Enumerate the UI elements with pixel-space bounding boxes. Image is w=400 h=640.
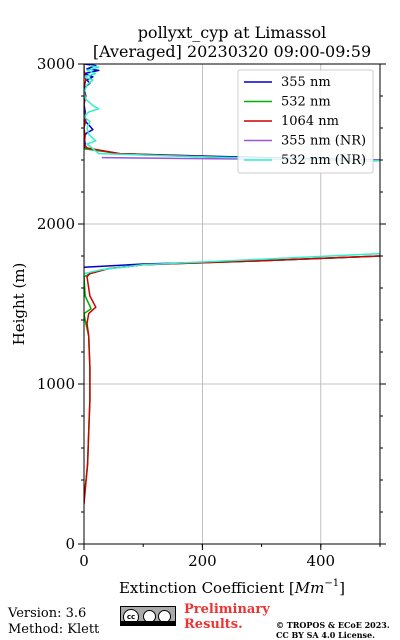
legend: 355 nm 532 nm 1064 nm 355 nm (NR) 532 nm (NR… bbox=[237, 69, 374, 174]
y-tick-label: 2000 bbox=[37, 215, 75, 233]
cc-by-sa-badge-icon: cc bbox=[120, 606, 176, 626]
chart-subtitle: [Averaged] 20230320 09:00-09:59 bbox=[93, 42, 371, 61]
x-tick-label: 0 bbox=[79, 552, 89, 570]
legend-label-4: 355 nm (NR) bbox=[281, 134, 366, 149]
preliminary-line-2: Results. bbox=[184, 617, 243, 632]
copyright-label: © TROPOS & ECoE 2023. CC BY SA 4.0 Licen… bbox=[276, 620, 390, 640]
copyright-line-1: © TROPOS & ECoE 2023. bbox=[276, 620, 390, 630]
x-tick-label: 200 bbox=[188, 552, 217, 570]
axis-ticks: 0 200 400 0 1000 2000 3000 bbox=[37, 55, 386, 570]
x-tick-label: 400 bbox=[306, 552, 335, 570]
copyright-line-2: CC BY SA 4.0 License. bbox=[276, 630, 375, 640]
x-axis-label-close: ] bbox=[339, 579, 345, 597]
y-axis-label: Height (m) bbox=[10, 263, 28, 346]
x-axis-label: Extinction Coefficient [Mm−1] bbox=[119, 578, 345, 597]
plot-frame bbox=[83, 63, 381, 545]
method-label: Method: Klett bbox=[8, 622, 100, 637]
legend-label-1: 355 nm bbox=[281, 75, 331, 90]
y-tick-label: 3000 bbox=[37, 55, 75, 73]
chart-title: pollyxt_cyp at Limassol bbox=[138, 23, 327, 42]
series-lines bbox=[84, 64, 380, 505]
extinction-profile-chart: 0 200 400 0 1000 2000 3000 pollyxt_cyp at Lima… bbox=[10, 23, 386, 597]
legend-label-5: 532 nm (NR) bbox=[281, 153, 366, 168]
series-line-2 bbox=[84, 148, 380, 497]
y-tick-label: 1000 bbox=[37, 375, 75, 393]
preliminary-results-label: Preliminary Results. bbox=[184, 602, 270, 632]
x-axis-label-main: Extinction Coefficient [ bbox=[119, 579, 295, 597]
legend-label-2: 532 nm bbox=[281, 95, 331, 110]
preliminary-line-1: Preliminary bbox=[184, 602, 270, 617]
version-label: Version: 3.6 bbox=[8, 606, 87, 621]
legend-label-3: 1064 nm bbox=[281, 114, 339, 129]
x-axis-label-exponent: −1 bbox=[324, 578, 339, 589]
x-axis-label-unit: Mm bbox=[294, 579, 325, 597]
series-line-5 bbox=[84, 64, 380, 275]
legend-box bbox=[237, 69, 374, 174]
y-tick-label: 0 bbox=[65, 535, 75, 553]
